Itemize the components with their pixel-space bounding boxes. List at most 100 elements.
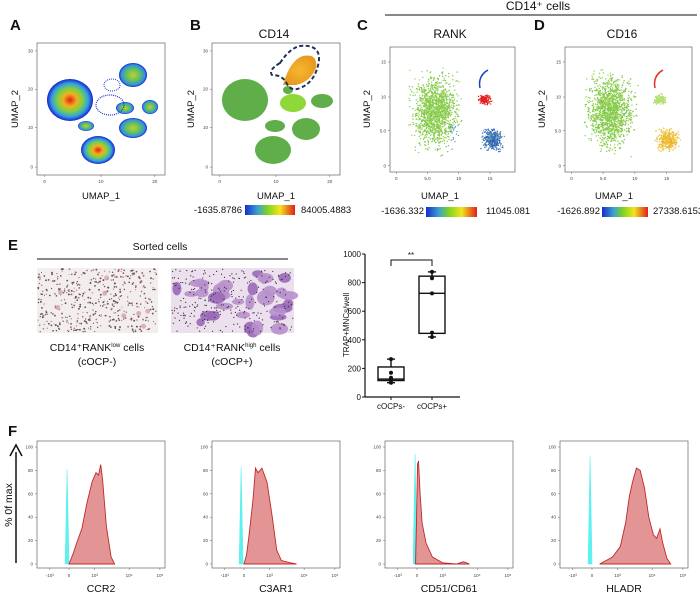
cell-speck bbox=[70, 328, 73, 331]
cell-point bbox=[664, 145, 667, 148]
cell-point bbox=[434, 130, 437, 133]
cell-point bbox=[427, 95, 429, 97]
cell-point bbox=[605, 123, 608, 125]
cell-speck bbox=[135, 325, 138, 328]
cell-point bbox=[480, 94, 482, 97]
cell-point bbox=[444, 80, 447, 82]
cell-speck bbox=[239, 309, 241, 311]
cell-point bbox=[499, 132, 501, 134]
cell-speck bbox=[131, 328, 134, 331]
cell-point bbox=[456, 119, 458, 121]
cell-speck bbox=[289, 329, 291, 331]
cell-point bbox=[589, 88, 591, 90]
cell-speck bbox=[232, 277, 234, 279]
data-point bbox=[389, 370, 393, 375]
x-tick-label: 10⁴ bbox=[301, 573, 308, 578]
cell-speck bbox=[68, 274, 70, 276]
cell-point bbox=[665, 143, 668, 145]
cell-point bbox=[606, 84, 608, 86]
cell-point bbox=[499, 148, 502, 151]
cell-point bbox=[607, 82, 609, 84]
cell-point bbox=[599, 92, 601, 94]
cell-point bbox=[619, 92, 622, 95]
cell-point bbox=[419, 99, 422, 102]
cell-speck bbox=[45, 311, 48, 314]
cell-speck bbox=[62, 320, 64, 322]
cell-point bbox=[441, 126, 443, 128]
cell-point bbox=[623, 119, 625, 121]
cell-point bbox=[436, 117, 438, 119]
cell-speck bbox=[153, 268, 155, 271]
cell-point bbox=[434, 83, 436, 85]
cell-speck bbox=[76, 297, 78, 299]
cell-point bbox=[421, 102, 423, 105]
cell-point bbox=[417, 109, 419, 111]
cell-point bbox=[593, 111, 595, 113]
cell-point bbox=[416, 91, 418, 93]
cell-speck bbox=[196, 305, 198, 307]
colorbar-max: 84005.4883 bbox=[301, 205, 351, 216]
cell-point bbox=[667, 131, 669, 133]
cell-speck bbox=[98, 288, 100, 291]
cell-point bbox=[487, 143, 490, 146]
cell-speck bbox=[115, 301, 117, 303]
cell-point bbox=[673, 131, 675, 134]
cell-point bbox=[655, 103, 658, 106]
cell-point bbox=[600, 93, 602, 95]
cell-point bbox=[620, 125, 622, 127]
cell-point bbox=[487, 96, 489, 98]
cell-point bbox=[451, 104, 453, 106]
cell-speck bbox=[43, 323, 45, 325]
cell-point bbox=[612, 122, 614, 125]
cell-point bbox=[607, 103, 609, 105]
cell-point bbox=[604, 88, 606, 91]
cell-point bbox=[678, 145, 680, 147]
cell-speck bbox=[115, 286, 118, 288]
cell-point bbox=[452, 108, 454, 110]
cell-speck bbox=[185, 306, 187, 308]
cell-point bbox=[436, 136, 439, 139]
y-tick-label: 15 bbox=[556, 60, 562, 65]
cell-speck bbox=[246, 282, 249, 284]
cell-point bbox=[429, 97, 432, 99]
cell-speck bbox=[179, 306, 181, 309]
cell-point bbox=[608, 130, 610, 133]
cell-point bbox=[622, 108, 624, 110]
cell-speck bbox=[98, 281, 100, 283]
cell-speck bbox=[277, 321, 279, 323]
cell-point bbox=[494, 138, 497, 141]
cell-point bbox=[609, 136, 611, 138]
cell-point bbox=[595, 128, 597, 131]
cell-point bbox=[609, 115, 611, 117]
cell-point bbox=[627, 97, 629, 100]
cell-point bbox=[442, 113, 445, 115]
rank-expression-scatter bbox=[408, 67, 506, 157]
cell-speck bbox=[117, 310, 119, 312]
cell-point bbox=[611, 121, 613, 124]
x-tick-label: 0 bbox=[591, 573, 594, 578]
x-tick-label: 0 bbox=[570, 176, 573, 181]
cell-point bbox=[674, 140, 676, 142]
cell-point bbox=[430, 131, 432, 133]
cell-point bbox=[440, 155, 442, 157]
cell-speck bbox=[270, 326, 272, 329]
cell-speck bbox=[134, 330, 137, 333]
cell-point bbox=[595, 83, 598, 85]
cell-point bbox=[601, 102, 603, 104]
cell-speck bbox=[142, 286, 144, 288]
cell-point bbox=[606, 85, 609, 87]
cell-point bbox=[653, 102, 655, 104]
cell-point bbox=[627, 124, 630, 126]
cell-speck bbox=[138, 328, 141, 331]
cell-point bbox=[628, 105, 630, 108]
cell-point bbox=[488, 138, 490, 141]
colorbar-min: -1635.8786 bbox=[194, 205, 242, 216]
cell-point bbox=[449, 125, 452, 127]
cell-point bbox=[438, 100, 440, 102]
cell-speck bbox=[177, 312, 179, 314]
cell-point bbox=[496, 142, 498, 144]
cell-point bbox=[615, 112, 618, 114]
y-tick-label: 10 bbox=[28, 125, 34, 130]
cell-point bbox=[616, 104, 619, 107]
cell-point bbox=[616, 108, 618, 111]
